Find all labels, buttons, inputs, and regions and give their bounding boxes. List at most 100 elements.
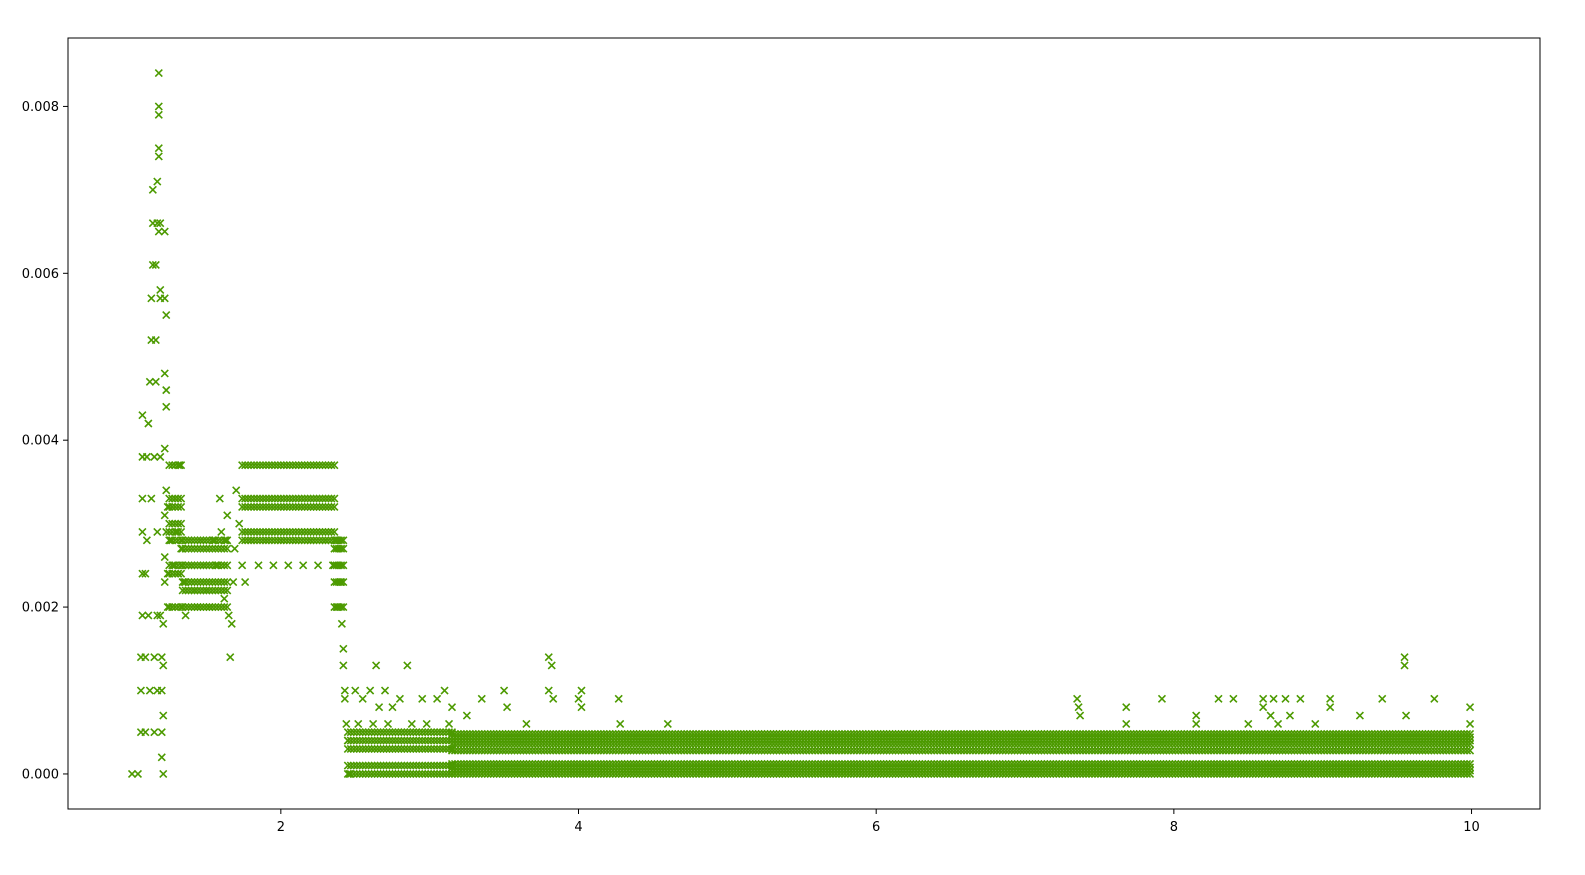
- data-point: [433, 744, 442, 753]
- data-point: [1171, 739, 1180, 748]
- data-point: [927, 746, 936, 755]
- data-point: [1049, 739, 1058, 748]
- data-point: [483, 746, 492, 755]
- data-point: [951, 746, 960, 755]
- data-point: [247, 461, 256, 470]
- data-point: [276, 527, 285, 537]
- data-point: [165, 519, 174, 528]
- data-point: [436, 736, 445, 745]
- data-point: [177, 502, 186, 512]
- data-point: [689, 746, 698, 755]
- data-point: [324, 502, 333, 512]
- data-point: [1153, 739, 1162, 748]
- data-point: [962, 739, 972, 748]
- data-point: [662, 739, 671, 748]
- data-point: [849, 746, 858, 755]
- data-point: [692, 739, 701, 748]
- data-point: [1358, 739, 1367, 748]
- data-point: [1215, 739, 1225, 748]
- data-point: [1064, 739, 1073, 748]
- data-point: [974, 746, 983, 755]
- data-point: [1272, 739, 1281, 748]
- data-point: [279, 502, 288, 512]
- data-point: [1424, 739, 1433, 748]
- data-point: [897, 739, 906, 748]
- data-point: [171, 519, 180, 528]
- data-point: [873, 746, 882, 755]
- data-point: [433, 761, 442, 770]
- data-point: [569, 739, 579, 748]
- data-point: [453, 746, 463, 755]
- data-point: [276, 494, 285, 503]
- data-point: [249, 494, 259, 503]
- data-point: [620, 739, 629, 748]
- data-point: [1016, 746, 1025, 755]
- data-point: [403, 736, 412, 745]
- data-point: [168, 494, 177, 503]
- data-point: [1052, 746, 1061, 755]
- data-point: [1040, 739, 1049, 748]
- data-point: [968, 739, 977, 748]
- data-point: [1156, 739, 1165, 748]
- data-point: [379, 744, 388, 753]
- data-point: [602, 739, 611, 748]
- data-point: [888, 746, 897, 755]
- data-point: [1260, 746, 1269, 755]
- data-point: [1287, 739, 1296, 748]
- data-point: [689, 739, 698, 748]
- data-point: [861, 739, 870, 748]
- data-point: [635, 746, 644, 755]
- data-point: [1329, 739, 1338, 748]
- data-point: [397, 736, 406, 745]
- data-point: [638, 739, 647, 748]
- data-point: [300, 536, 309, 545]
- data-point: [653, 746, 662, 755]
- data-point: [285, 494, 294, 503]
- data-point: [1442, 746, 1451, 755]
- data-point: [1272, 746, 1281, 755]
- data-point: [385, 761, 394, 770]
- data-point: [1147, 739, 1156, 748]
- x-tick-label: 10: [1463, 820, 1480, 835]
- data-point: [567, 746, 576, 755]
- data-point: [190, 544, 199, 553]
- data-point: [288, 494, 297, 503]
- data-point: [1358, 746, 1367, 755]
- data-point: [165, 502, 174, 512]
- data-point: [424, 744, 433, 753]
- data-point: [1340, 739, 1350, 748]
- data-point: [516, 739, 525, 748]
- data-point: [802, 746, 811, 755]
- data-point: [330, 461, 339, 470]
- data-point: [433, 769, 442, 779]
- data-point: [1007, 739, 1016, 748]
- data-point: [208, 577, 217, 587]
- data-point: [1221, 739, 1231, 748]
- data-point: [924, 746, 933, 755]
- data-point: [394, 728, 403, 737]
- data-point: [1397, 739, 1406, 748]
- data-point: [285, 502, 294, 512]
- data-point: [436, 769, 445, 779]
- data-point: [400, 769, 409, 779]
- data-point: [291, 461, 300, 470]
- data-point: [1019, 739, 1028, 748]
- data-point: [306, 502, 315, 512]
- data-point: [171, 561, 180, 570]
- data-point: [439, 769, 448, 779]
- data-point: [1108, 739, 1117, 748]
- data-point: [1305, 746, 1314, 755]
- data-point: [1031, 746, 1040, 755]
- data-point: [1218, 739, 1228, 748]
- data-point: [572, 739, 582, 748]
- data-point: [1263, 739, 1272, 748]
- data-point: [697, 746, 707, 755]
- data-point: [477, 739, 486, 748]
- data-point: [1061, 739, 1070, 748]
- data-point: [608, 746, 617, 755]
- data-point: [187, 577, 196, 587]
- data-point: [453, 739, 463, 748]
- data-point: [255, 502, 265, 512]
- data-point: [495, 746, 504, 755]
- data-point: [1079, 739, 1088, 748]
